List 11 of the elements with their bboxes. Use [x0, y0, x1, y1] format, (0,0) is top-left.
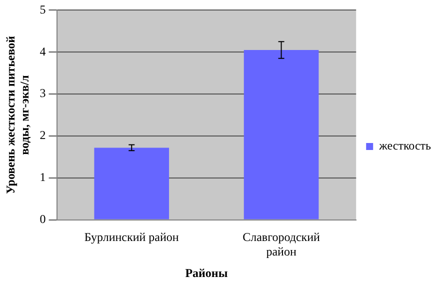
y-tick-label: 1 — [40, 170, 46, 184]
x-tick-label: Бурлинский район — [84, 230, 180, 244]
y-tick-label: 3 — [40, 86, 46, 100]
y-axis-title: Уровень жесткости питьевой воды, мг-экв/л — [3, 36, 32, 194]
x-axis-title: Районы — [185, 266, 228, 280]
y-tick-label: 5 — [40, 2, 46, 16]
legend-label: жесткость — [378, 138, 432, 153]
x-tick-label: Славгородский район — [242, 230, 321, 259]
y-tick-label: 4 — [40, 44, 46, 58]
y-tick-label: 0 — [40, 212, 46, 226]
y-tick-label: 2 — [40, 128, 46, 142]
